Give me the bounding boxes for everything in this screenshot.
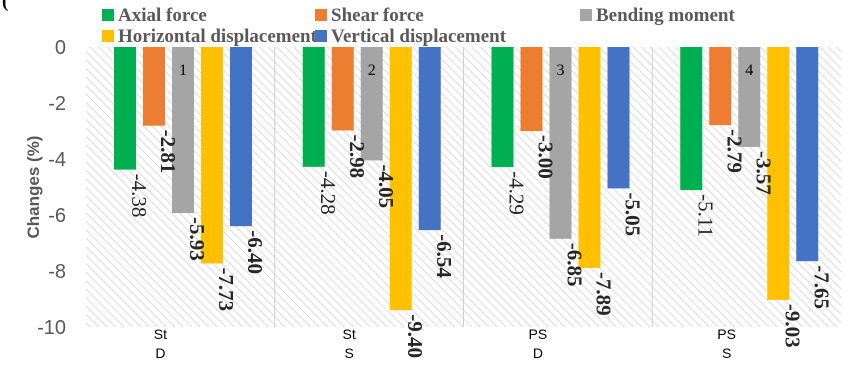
legend-label: Horizontal displacement [118,26,318,47]
bar [491,47,514,168]
cut-off-title-fragment: ( [2,0,8,12]
bar [360,47,383,161]
bar-series [114,47,819,311]
data-label: -9.03 [780,304,804,348]
data-label: -4.29 [505,171,529,215]
y-tick-label: -10 [37,317,66,339]
data-label: -2.98 [345,134,369,178]
legend-label: Vertical displacement [331,26,507,47]
category-label-line2: D [155,345,165,361]
group-number-label: 4 [745,62,753,79]
y-tick-label: -6 [48,205,66,227]
legend: Axial force Shear force Bending moment Hori… [102,5,735,47]
data-label: -5.93 [185,217,209,261]
category-label-line1: PS [529,326,548,342]
bar [520,47,543,131]
bar [230,47,252,227]
y-tick-label: -8 [48,261,66,283]
bar [331,47,354,131]
legend-swatch [315,30,327,42]
legend-swatch [580,9,592,21]
data-label: -6.85 [563,243,587,287]
y-tick-label: -4 [48,149,66,171]
data-label: -5.05 [621,192,645,236]
bar [709,47,732,126]
category-separators [274,47,653,327]
category-label-line2: D [533,345,543,361]
bar [796,47,819,262]
bar [607,47,630,189]
data-label: -6.54 [432,234,456,278]
data-label: -2.79 [722,129,746,173]
legend-swatch [315,9,327,21]
bar [578,47,601,268]
category-labels: St D St S PS D PS S [154,326,736,361]
category-label-line1: St [154,326,167,342]
y-tick-label: 0 [55,37,66,59]
y-axis-label: Changes (%) [24,136,43,239]
data-label: -7.65 [809,265,833,309]
bar [114,47,136,170]
category-label-line1: PS [717,326,736,342]
data-label: -7.73 [214,267,238,311]
data-label: -4.38 [127,174,151,218]
data-label: -3.57 [751,151,775,195]
bar [389,47,412,311]
bar [767,47,790,300]
y-tick-labels: 0 -2 -4 -6 -8 -10 [37,37,66,339]
data-label: -4.05 [374,164,398,208]
category-label-line2: S [344,345,353,361]
bar [172,47,194,214]
data-label: -6.40 [243,230,267,274]
group-number-label: 1 [179,62,187,79]
bar [738,47,761,147]
y-tick-label: -2 [48,93,66,115]
bar [201,47,223,264]
data-label: -5.11 [693,194,717,237]
data-label: -9.40 [403,314,427,358]
data-label: -7.89 [592,272,616,316]
bar [302,47,325,167]
category-label-line1: St [343,326,356,342]
data-label: -2.81 [156,130,180,174]
legend-swatch [102,9,114,21]
bar [549,47,572,239]
data-labels: -4.38 -4.28 -4.29 -5.11 -2.81 -2.98 -3.00 -2.79… [127,129,833,358]
bar [143,47,165,126]
bar [418,47,441,231]
legend-label: Bending moment [596,5,735,26]
group-number-labels: 1 2 3 4 [179,62,753,79]
legend-swatch [102,30,114,42]
data-label: -3.00 [534,135,558,179]
data-label: -4.28 [316,171,340,215]
group-number-label: 2 [368,62,376,79]
legend-label: Axial force [118,5,207,26]
category-label-line2: S [722,345,731,361]
legend-label: Shear force [331,5,424,26]
bar [680,47,703,191]
group-number-label: 3 [557,62,565,79]
